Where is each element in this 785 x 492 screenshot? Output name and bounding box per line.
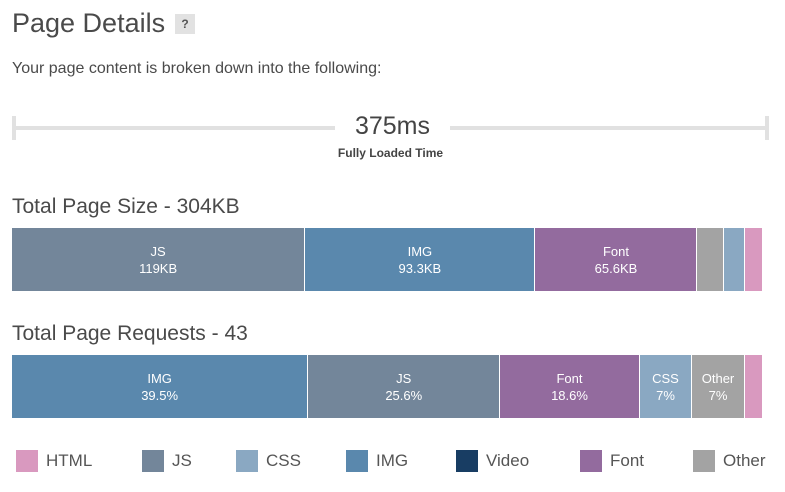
legend-item-font: Font (580, 450, 644, 472)
legend-item-html: HTML (16, 450, 92, 472)
page-requests-bar: IMG 39.5% JS 25.6% Font 18.6% CSS 7% Other 7% (12, 355, 762, 418)
requests-segment-value: 18.6% (551, 387, 588, 404)
size-segment-html[interactable] (745, 228, 762, 291)
page-subtitle: Your page content is broken down into th… (12, 60, 381, 78)
requests-segment-js[interactable]: JS 25.6% (308, 355, 500, 418)
legend-swatch-img (346, 450, 368, 472)
size-segment-css[interactable] (724, 228, 745, 291)
requests-segment-label: JS (396, 370, 411, 387)
legend-swatch-html (16, 450, 38, 472)
requests-segment-css[interactable]: CSS 7% (640, 355, 693, 418)
requests-segment-value: 7% (656, 387, 675, 404)
requests-segment-label: IMG (147, 370, 172, 387)
legend-label-js: JS (172, 451, 192, 471)
legend-item-other: Other (693, 450, 766, 472)
help-icon[interactable]: ? (175, 14, 195, 34)
requests-segment-label: Other (702, 370, 735, 387)
legend-label-css: CSS (266, 451, 301, 471)
fully-loaded-time-value: 375ms (335, 112, 450, 141)
size-segment-label: Font (603, 243, 629, 260)
size-segment-value: 93.3KB (399, 260, 442, 277)
timeline-line-right (450, 126, 769, 130)
page-size-bar: JS 119KB IMG 93.3KB Font 65.6KB (12, 228, 762, 291)
legend-label-html: HTML (46, 451, 92, 471)
fully-loaded-time-label: Fully Loaded Time (12, 146, 769, 160)
requests-segment-value: 7% (709, 387, 728, 404)
legend-item-img: IMG (346, 450, 408, 472)
requests-segment-other[interactable]: Other 7% (692, 355, 745, 418)
legend-swatch-css (236, 450, 258, 472)
size-segment-other[interactable] (697, 228, 724, 291)
requests-segment-html[interactable] (745, 355, 762, 418)
size-segment-font[interactable]: Font 65.6KB (535, 228, 697, 291)
size-segment-label: JS (151, 243, 166, 260)
requests-segment-label: CSS (652, 370, 679, 387)
legend-label-font: Font (610, 451, 644, 471)
requests-segment-label: Font (556, 370, 582, 387)
legend-swatch-other (693, 450, 715, 472)
legend-label-other: Other (723, 451, 766, 471)
requests-segment-font[interactable]: Font 18.6% (500, 355, 640, 418)
size-segment-img[interactable]: IMG 93.3KB (305, 228, 535, 291)
size-segment-value: 65.6KB (595, 260, 638, 277)
size-segment-js[interactable]: JS 119KB (12, 228, 305, 291)
legend-swatch-video (456, 450, 478, 472)
legend-swatch-js (142, 450, 164, 472)
size-segment-value: 119KB (139, 260, 177, 277)
requests-segment-value: 39.5% (141, 387, 178, 404)
total-page-size-title: Total Page Size - 304KB (12, 195, 240, 219)
size-segment-label: IMG (408, 243, 433, 260)
content-type-legend: HTML JS CSS IMG Video Font Other (16, 450, 776, 474)
legend-label-video: Video (486, 451, 529, 471)
requests-segment-img[interactable]: IMG 39.5% (12, 355, 308, 418)
timeline-end-cap (765, 116, 769, 140)
legend-item-js: JS (142, 450, 192, 472)
requests-segment-value: 25.6% (385, 387, 422, 404)
page-title: Page Details ? (12, 8, 195, 39)
page-title-text: Page Details (12, 8, 165, 39)
total-page-requests-title: Total Page Requests - 43 (12, 322, 248, 346)
legend-item-css: CSS (236, 450, 301, 472)
legend-label-img: IMG (376, 451, 408, 471)
fully-loaded-timeline: 375ms Fully Loaded Time (12, 112, 769, 162)
legend-swatch-font (580, 450, 602, 472)
legend-item-video: Video (456, 450, 529, 472)
timeline-line-left (12, 126, 335, 130)
